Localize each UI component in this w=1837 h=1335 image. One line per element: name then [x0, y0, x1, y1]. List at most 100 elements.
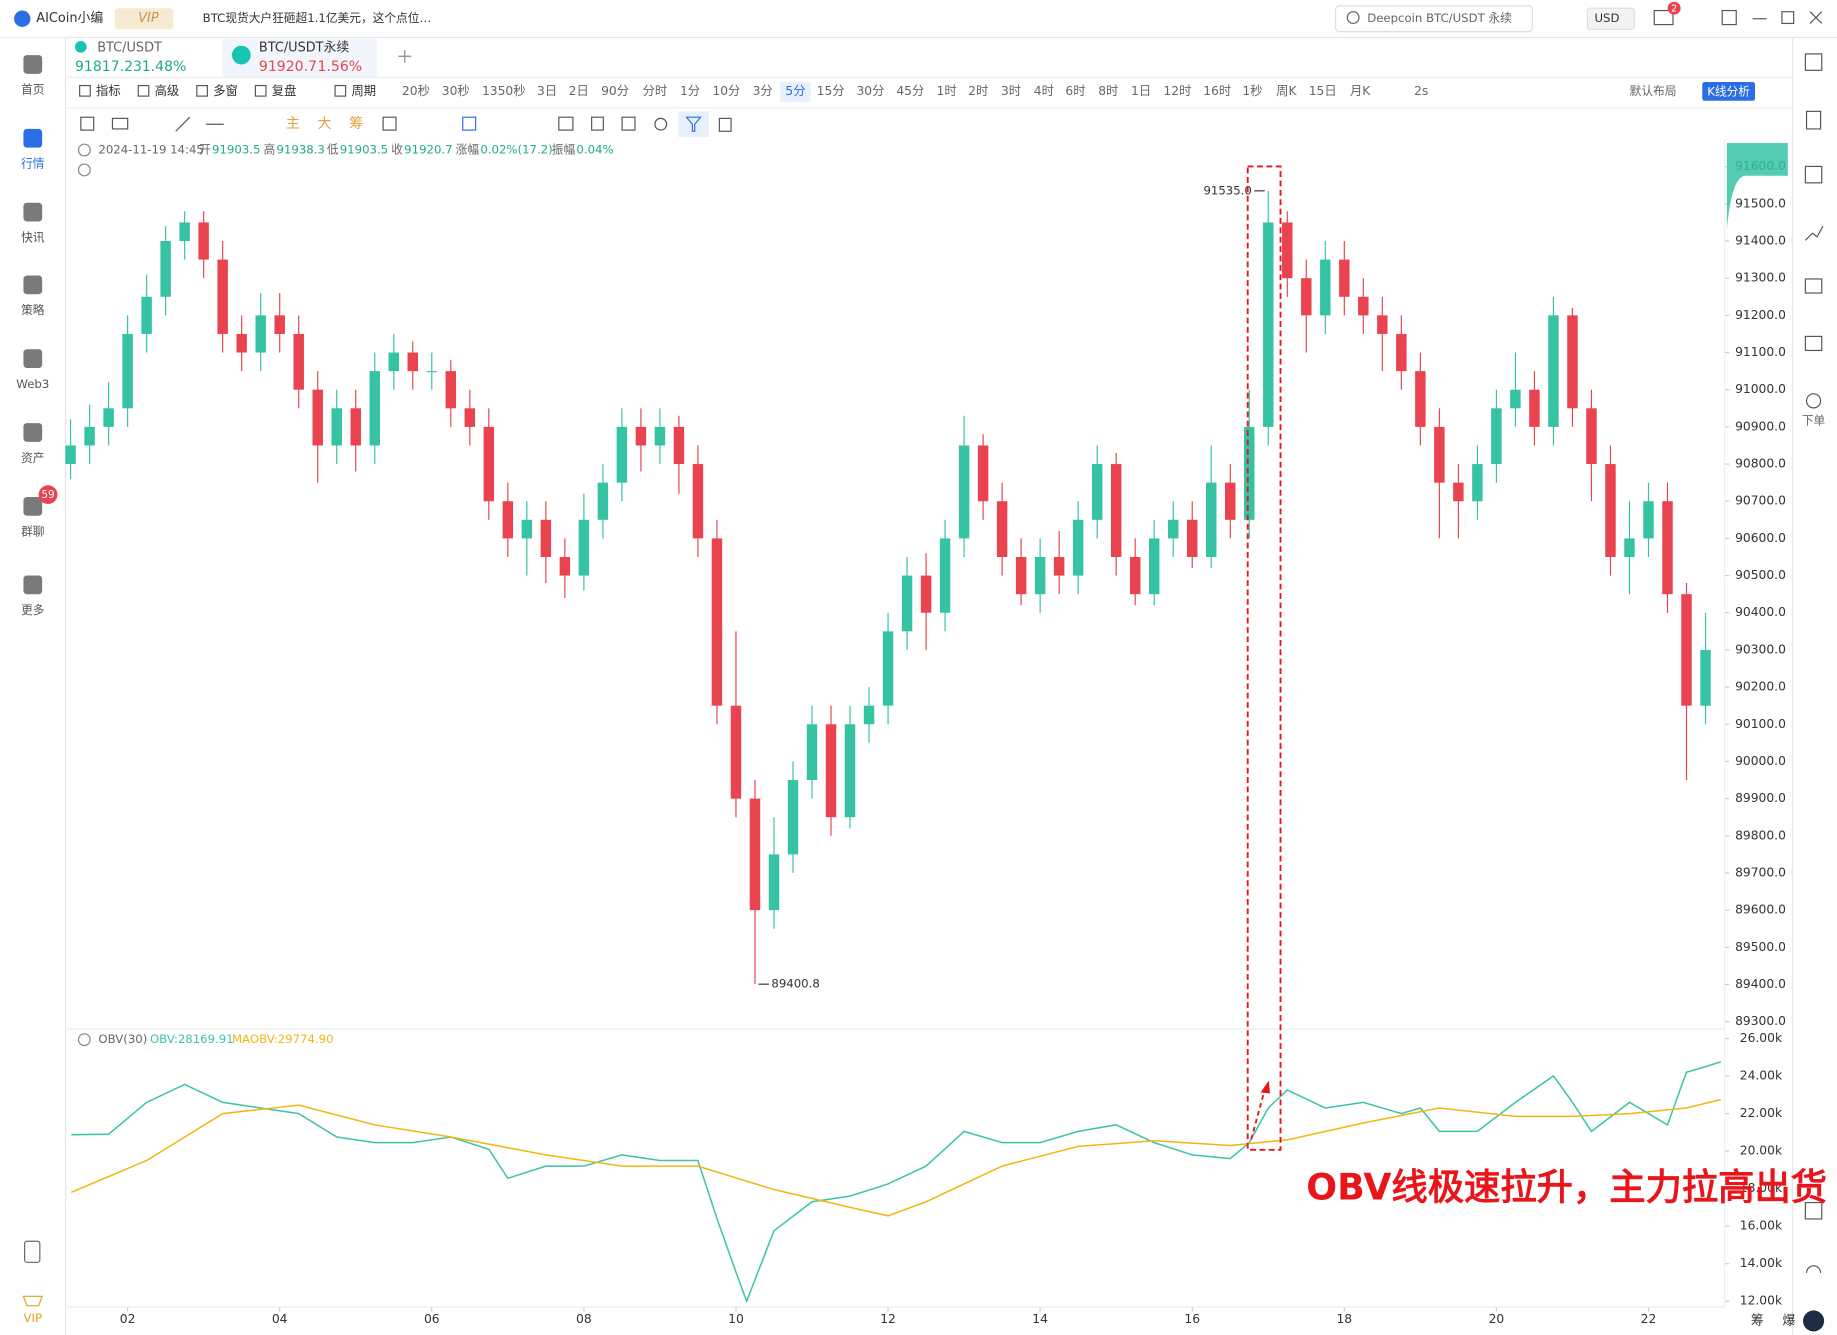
sidebar-icon[interactable]: [23, 496, 43, 516]
toolbar-item[interactable]: 复盘: [272, 83, 297, 98]
toolbar-icon[interactable]: [334, 84, 347, 97]
interval[interactable]: 15日: [1309, 84, 1337, 98]
toolbar-icon[interactable]: [196, 84, 208, 97]
interval[interactable]: 周K: [1276, 84, 1297, 98]
logo[interactable]: AICoin小编: [36, 11, 103, 26]
search-placeholder[interactable]: Deepcoin BTC/USDT 永续: [1367, 11, 1512, 25]
tab-symbol[interactable]: BTC/USDT永续: [259, 41, 349, 56]
icon[interactable]: [1804, 1201, 1823, 1220]
icon[interactable]: [462, 116, 477, 131]
tool[interactable]: 主: [286, 116, 300, 132]
sidebar-icon[interactable]: [23, 423, 43, 442]
toolbar-icon[interactable]: [79, 84, 91, 97]
tab-price[interactable]: 91817.23: [75, 59, 142, 75]
icon[interactable]: [382, 116, 397, 131]
analysis-button[interactable]: [1702, 82, 1755, 101]
icon[interactable]: [1804, 53, 1823, 71]
icon[interactable]: [1804, 165, 1823, 184]
interval[interactable]: 3日: [537, 84, 557, 98]
mail-icon[interactable]: [1653, 9, 1674, 26]
add-tab[interactable]: [398, 49, 412, 63]
currency-select[interactable]: [1586, 7, 1635, 30]
sidebar-label[interactable]: 行情: [21, 157, 45, 171]
close[interactable]: [1809, 11, 1823, 24]
tab-symbol[interactable]: BTC/USDT: [97, 41, 162, 56]
icon[interactable]: [80, 116, 95, 131]
sidebar-label[interactable]: 资产: [21, 451, 44, 465]
interval[interactable]: 8时: [1098, 84, 1118, 98]
interval[interactable]: 1时: [937, 84, 957, 98]
toolbar-item[interactable]: 周期: [351, 84, 376, 98]
maximize[interactable]: [1781, 11, 1795, 25]
toolbar-item[interactable]: 高级: [155, 83, 180, 98]
collapse-icon[interactable]: [77, 1033, 91, 1047]
interval[interactable]: 1分: [680, 84, 700, 98]
icon[interactable]: [654, 117, 668, 131]
active-interval-bg[interactable]: [780, 82, 811, 102]
interval[interactable]: 2时: [968, 84, 988, 98]
bot-icon[interactable]: [1803, 1310, 1825, 1332]
sidebar-label[interactable]: Web3: [16, 377, 49, 391]
sidebar-label[interactable]: 策略: [21, 303, 45, 317]
sidebar-icon[interactable]: [23, 575, 43, 595]
sidebar-label[interactable]: 快讯: [21, 230, 45, 244]
interval[interactable]: 45分: [896, 84, 924, 98]
interval[interactable]: 30秒: [442, 84, 470, 98]
logo-icon[interactable]: [14, 10, 31, 27]
interval[interactable]: 20秒: [402, 84, 430, 98]
interval[interactable]: 3分: [753, 84, 773, 98]
vip-badge[interactable]: [114, 8, 174, 30]
interval[interactable]: 1秒: [1242, 84, 1262, 98]
icon[interactable]: [558, 116, 574, 131]
bottom-tool[interactable]: 筹: [1751, 1312, 1764, 1328]
sidebar-icon[interactable]: [23, 349, 43, 369]
icon[interactable]: [1804, 225, 1824, 241]
tab-price[interactable]: 91920.7: [259, 59, 317, 75]
vip-icon[interactable]: [22, 1295, 44, 1307]
interval[interactable]: 4时: [1034, 84, 1054, 98]
toolbar-item[interactable]: 指标: [96, 83, 121, 98]
icon[interactable]: [621, 116, 636, 131]
icon[interactable]: [678, 111, 709, 138]
icon[interactable]: [1805, 110, 1822, 130]
icon[interactable]: [591, 116, 604, 131]
collapse-icon[interactable]: [77, 163, 91, 177]
sidebar-label[interactable]: 群聊: [21, 525, 44, 539]
icon[interactable]: [1804, 278, 1823, 294]
icon[interactable]: [175, 116, 191, 132]
layout[interactable]: 默认布局: [1630, 84, 1677, 98]
interval[interactable]: 月K: [1350, 84, 1371, 98]
icon[interactable]: [111, 117, 129, 130]
phone-icon[interactable]: [24, 1240, 41, 1263]
interval[interactable]: 16时: [1203, 84, 1231, 98]
icon[interactable]: [1805, 1265, 1822, 1273]
currency[interactable]: USD: [1594, 11, 1619, 25]
interval[interactable]: 5分: [785, 84, 805, 98]
interval[interactable]: 1350秒: [482, 84, 526, 98]
refresh[interactable]: 2s: [1414, 84, 1428, 98]
toolbar-icon[interactable]: [137, 84, 150, 97]
sidebar-icon[interactable]: [23, 275, 43, 295]
order-label[interactable]: 下单: [1802, 413, 1826, 427]
icon[interactable]: [718, 117, 732, 132]
icon[interactable]: [685, 116, 702, 132]
icon[interactable]: [1805, 393, 1822, 409]
interval[interactable]: 90分: [601, 84, 629, 98]
news[interactable]: BTC现货大户狂砸超1.1亿美元，这个点位…: [203, 11, 431, 25]
sidebar-icon[interactable]: [23, 202, 43, 222]
icon[interactable]: [1804, 335, 1823, 352]
tool[interactable]: 大: [317, 116, 331, 132]
tool[interactable]: 筹: [349, 115, 363, 132]
toolbar-item[interactable]: 多窗: [213, 84, 238, 98]
search-box[interactable]: [1334, 5, 1533, 33]
sidebar-vip[interactable]: VIP: [24, 1311, 43, 1325]
vip-text[interactable]: VIP: [138, 11, 159, 26]
interval[interactable]: 30分: [856, 84, 884, 98]
interval[interactable]: 1日: [1131, 84, 1151, 98]
interval[interactable]: 3时: [1001, 84, 1021, 98]
interval[interactable]: 分时: [643, 84, 668, 98]
interval[interactable]: 6时: [1065, 84, 1085, 98]
sidebar-icon[interactable]: [23, 55, 43, 74]
interval[interactable]: 10分: [712, 84, 740, 98]
toolbar-icon[interactable]: [254, 84, 267, 97]
